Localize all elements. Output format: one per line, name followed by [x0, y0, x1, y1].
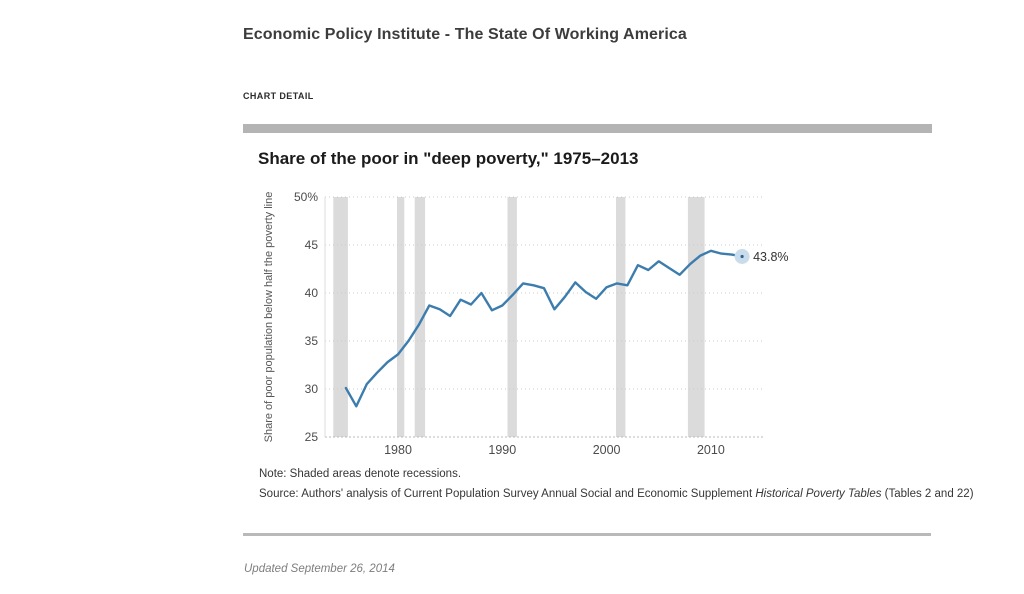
- recession-band: [333, 197, 348, 437]
- y-tick-label: 30: [305, 382, 319, 396]
- chart-source: Source: Authors' analysis of Current Pop…: [259, 488, 974, 500]
- footer-divider: [243, 533, 931, 536]
- y-axis-title: Share of poor population below half the …: [263, 192, 275, 443]
- page-title: Economic Policy Institute - The State Of…: [243, 26, 687, 43]
- header-divider-bar: [243, 124, 932, 133]
- y-tick-label: 50%: [294, 190, 318, 204]
- y-tick-label: 40: [305, 286, 319, 300]
- source-italic-text: Historical Poverty Tables: [755, 488, 882, 500]
- chart-note: Note: Shaded areas denote recessions.: [259, 468, 462, 480]
- x-tick-label: 1990: [488, 443, 516, 457]
- recession-band: [507, 197, 517, 437]
- end-point-label: 43.8%: [753, 250, 788, 264]
- y-tick-label: 45: [305, 238, 319, 252]
- end-point-dot: [740, 254, 744, 259]
- poverty-line-chart: 25 30 35 40 45 50% 1980 1990 2000 2010 Share of po…: [263, 190, 789, 457]
- x-tick-label: 2010: [697, 443, 725, 457]
- source-text: Source: Authors' analysis of Current Pop…: [259, 488, 756, 500]
- data-line: [344, 249, 744, 408]
- y-tick-label: 35: [305, 334, 319, 348]
- y-tick-label: 25: [305, 430, 319, 444]
- x-tick-label: 1980: [384, 443, 412, 457]
- source-suffix-text: (Tables 2 and 22): [881, 488, 974, 500]
- recession-band: [397, 197, 405, 437]
- x-tick-label: 2000: [593, 443, 621, 457]
- recession-band: [414, 197, 426, 437]
- chart-title: Share of the poor in "deep poverty," 197…: [258, 149, 639, 168]
- chart-detail-label: CHART DETAIL: [243, 91, 314, 101]
- recession-band: [616, 197, 626, 437]
- updated-timestamp: Updated September 26, 2014: [244, 563, 395, 575]
- recession-band: [687, 197, 705, 437]
